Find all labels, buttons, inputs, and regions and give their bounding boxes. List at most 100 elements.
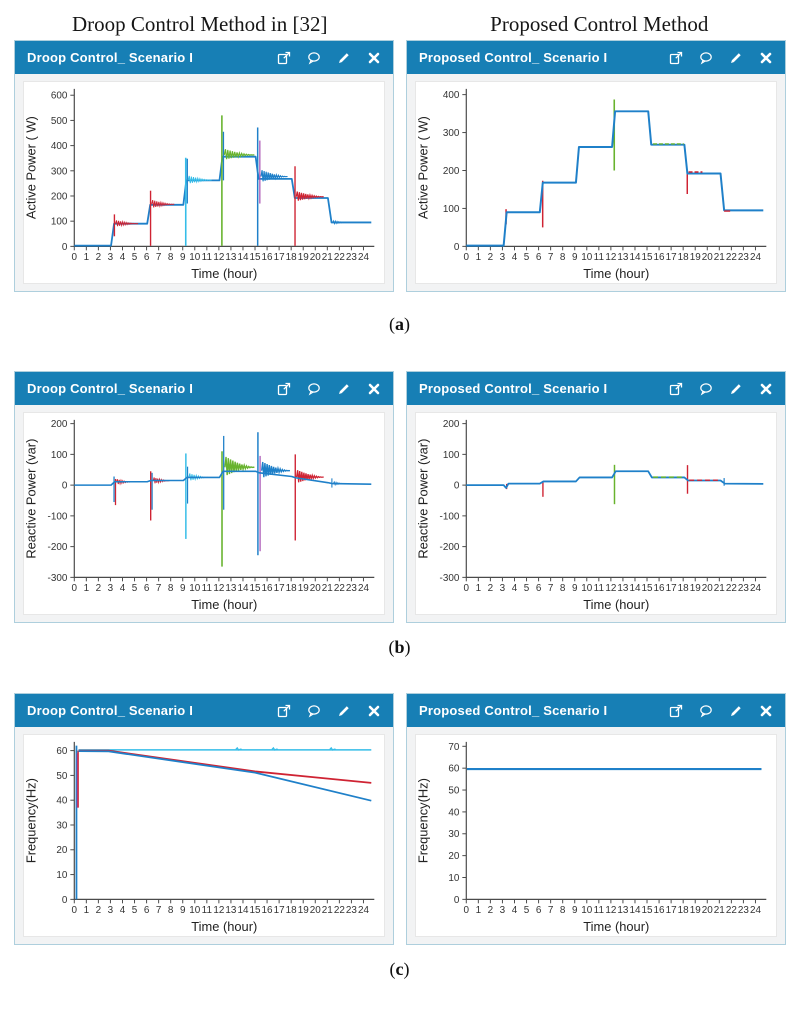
droop-reactive-power-panel: Droop Control_ Scenario I -300 -200 -100 0 1… [14, 371, 394, 623]
svg-text:9: 9 [572, 252, 578, 263]
open-in-new-window-icon[interactable] [669, 704, 683, 718]
svg-text:-100: -100 [440, 511, 460, 522]
close-icon[interactable] [367, 382, 381, 396]
comment-icon[interactable] [699, 704, 713, 718]
open-in-new-window-icon[interactable] [277, 704, 291, 718]
comment-icon[interactable] [307, 704, 321, 718]
figure-caption-c: (c) [389, 959, 410, 979]
open-in-new-window-icon[interactable] [669, 51, 683, 65]
svg-text:17: 17 [274, 905, 285, 916]
svg-text:13: 13 [225, 252, 237, 263]
svg-text:6: 6 [536, 252, 542, 263]
panel-title: Droop Control_ Scenario I [27, 703, 194, 718]
svg-text:5: 5 [524, 905, 530, 916]
svg-text:9: 9 [572, 905, 578, 916]
close-icon[interactable] [367, 51, 381, 65]
svg-text:23: 23 [738, 252, 750, 263]
svg-text:9: 9 [180, 905, 186, 916]
comment-icon[interactable] [307, 382, 321, 396]
svg-text:15: 15 [642, 583, 654, 594]
svg-text:60: 60 [448, 764, 460, 775]
svg-text:-100: -100 [48, 511, 68, 522]
svg-text:30: 30 [56, 820, 68, 831]
svg-text:11: 11 [594, 905, 605, 916]
open-in-new-window-icon[interactable] [277, 51, 291, 65]
edit-pencil-icon[interactable] [337, 51, 351, 65]
svg-text:21: 21 [714, 583, 726, 594]
close-icon[interactable] [759, 704, 773, 718]
edit-pencil-icon[interactable] [729, 382, 743, 396]
panel-header-icons [669, 704, 773, 718]
svg-text:3: 3 [500, 583, 506, 594]
svg-text:8: 8 [560, 252, 566, 263]
svg-text:13: 13 [617, 583, 629, 594]
svg-text:22: 22 [726, 583, 737, 594]
svg-text:10: 10 [56, 870, 68, 881]
svg-text:20: 20 [448, 851, 460, 862]
chart-area: 0 100 200 300 400 0 1 2 3 4 5 6 7 8 9 10 11 12 13 14 15 16 17 1… [407, 74, 785, 291]
svg-text:14: 14 [629, 905, 641, 916]
svg-text:200: 200 [443, 166, 460, 177]
svg-text:23: 23 [346, 905, 358, 916]
edit-pencil-icon[interactable] [337, 382, 351, 396]
svg-text:12: 12 [605, 905, 616, 916]
comment-icon[interactable] [699, 382, 713, 396]
svg-text:30: 30 [448, 829, 460, 840]
panel-header-icons [669, 382, 773, 396]
svg-text:6: 6 [144, 905, 150, 916]
edit-pencil-icon[interactable] [337, 704, 351, 718]
svg-text:8: 8 [168, 905, 174, 916]
svg-text:5: 5 [132, 252, 138, 263]
svg-text:Time (hour): Time (hour) [583, 266, 649, 281]
chart-area: -300 -200 -100 0 100 200 0 1 2 3 4 5 6 7 8 9 10 11 12 13 14 1… [407, 405, 785, 622]
edit-pencil-icon[interactable] [729, 704, 743, 718]
svg-text:14: 14 [629, 252, 641, 263]
chart-area: 0 10 20 30 40 50 60 0 1 2 3 4 5 6 7 8 9 10 11 12 13 14 15 16 17 1… [15, 727, 393, 944]
panel-header-icons [277, 382, 381, 396]
close-icon[interactable] [367, 704, 381, 718]
svg-text:100: 100 [51, 217, 68, 228]
panel-header: Proposed Control_ Scenario I [407, 694, 785, 727]
panel-header: Droop Control_ Scenario I [15, 41, 393, 74]
svg-text:40: 40 [448, 807, 460, 818]
close-icon[interactable] [759, 382, 773, 396]
panel-header-icons [277, 51, 381, 65]
column-titles: Droop Control Method in [32] Proposed Co… [0, 0, 799, 37]
comment-icon[interactable] [307, 51, 321, 65]
svg-text:Time (hour): Time (hour) [583, 919, 649, 934]
svg-text:Active Power ( W): Active Power ( W) [24, 116, 39, 219]
svg-text:4: 4 [512, 583, 518, 594]
svg-text:14: 14 [237, 252, 249, 263]
svg-text:20: 20 [56, 845, 68, 856]
svg-text:-200: -200 [48, 542, 68, 553]
svg-text:7: 7 [548, 252, 554, 263]
open-in-new-window-icon[interactable] [669, 382, 683, 396]
svg-text:24: 24 [358, 905, 370, 916]
svg-text:16: 16 [262, 583, 274, 594]
svg-text:22: 22 [334, 252, 345, 263]
svg-text:8: 8 [560, 905, 566, 916]
close-icon[interactable] [759, 51, 773, 65]
svg-text:3: 3 [500, 252, 506, 263]
comment-icon[interactable] [699, 51, 713, 65]
svg-text:600: 600 [51, 91, 68, 102]
svg-text:7: 7 [156, 905, 162, 916]
svg-text:2: 2 [96, 252, 102, 263]
edit-pencil-icon[interactable] [729, 51, 743, 65]
svg-text:14: 14 [629, 583, 641, 594]
panel-header: Proposed Control_ Scenario I [407, 372, 785, 405]
open-in-new-window-icon[interactable] [277, 382, 291, 396]
svg-text:4: 4 [120, 583, 126, 594]
svg-text:11: 11 [594, 252, 605, 263]
svg-text:14: 14 [237, 583, 249, 594]
svg-text:3: 3 [108, 252, 114, 263]
svg-text:6: 6 [144, 252, 150, 263]
svg-text:13: 13 [617, 252, 629, 263]
svg-text:24: 24 [750, 583, 762, 594]
svg-text:11: 11 [202, 905, 213, 916]
chart-area: 0 100 200 300 400 500 600 0 1 2 3 4 5 6 7 8 9 10 11 12 13 14 1… [15, 74, 393, 291]
svg-text:60: 60 [56, 746, 68, 757]
